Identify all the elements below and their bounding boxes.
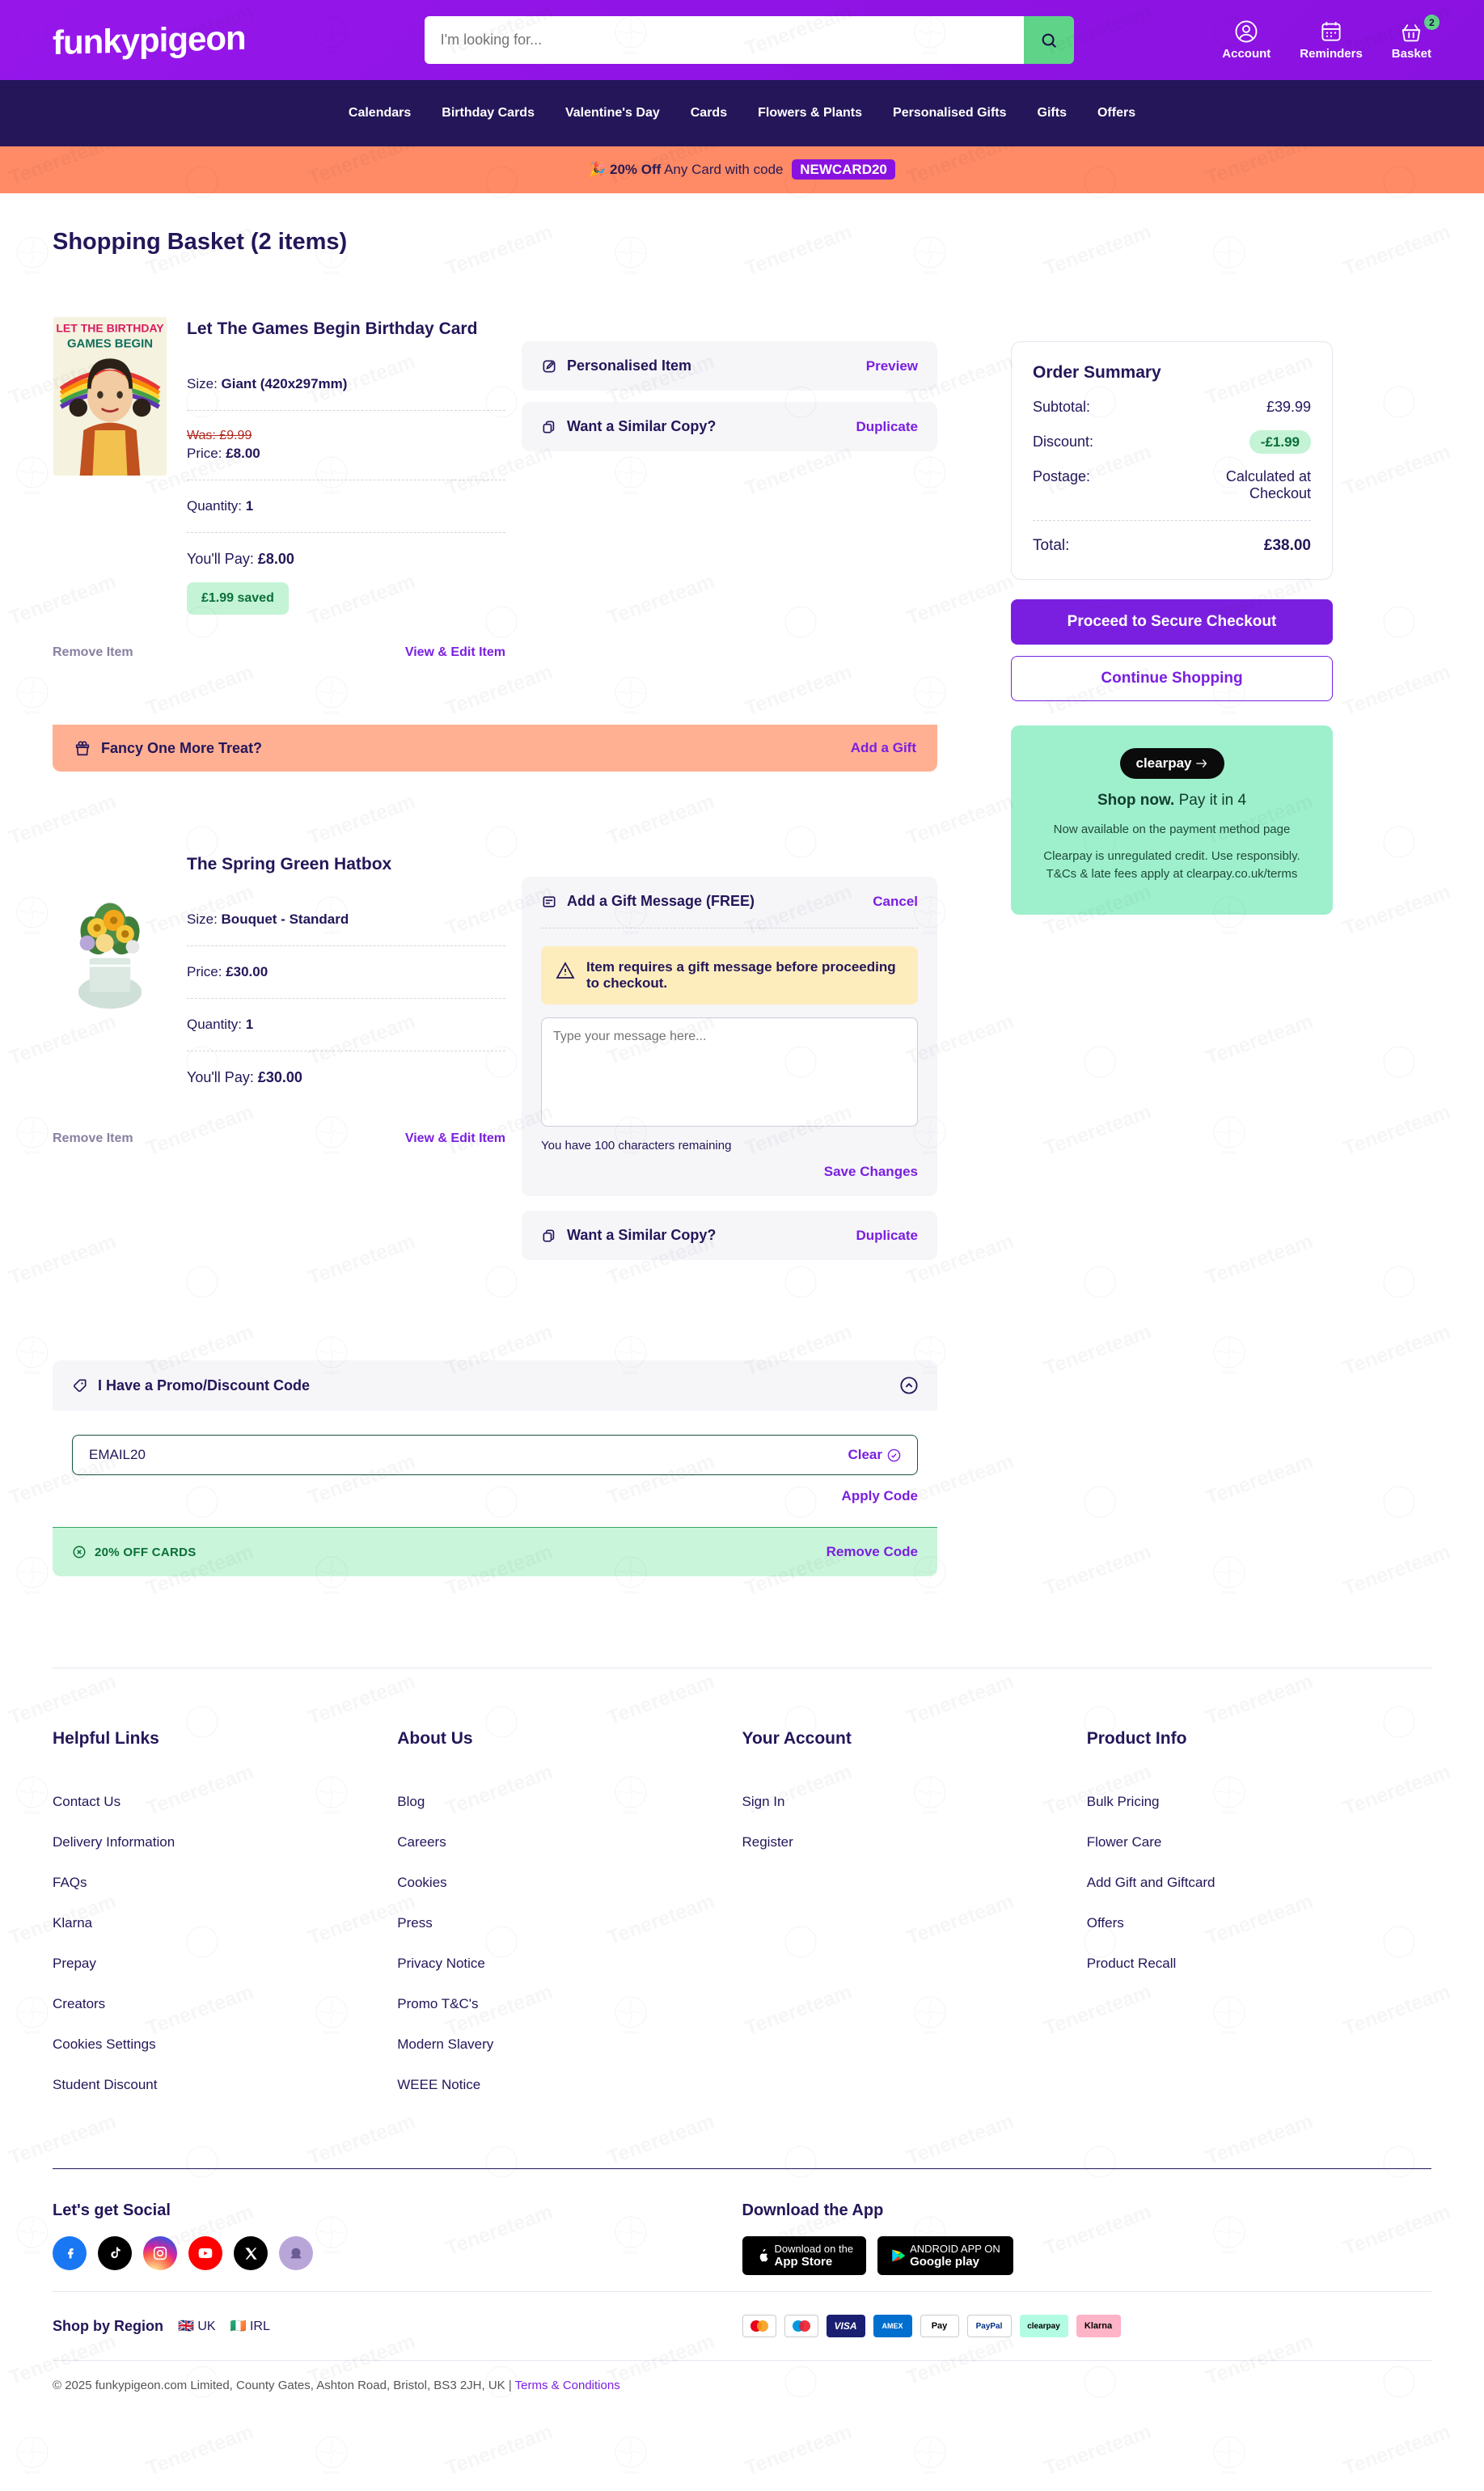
svg-text:LET THE BIRTHDAY: LET THE BIRTHDAY bbox=[56, 322, 164, 335]
svg-text:GAMES BEGIN: GAMES BEGIN bbox=[67, 336, 153, 350]
